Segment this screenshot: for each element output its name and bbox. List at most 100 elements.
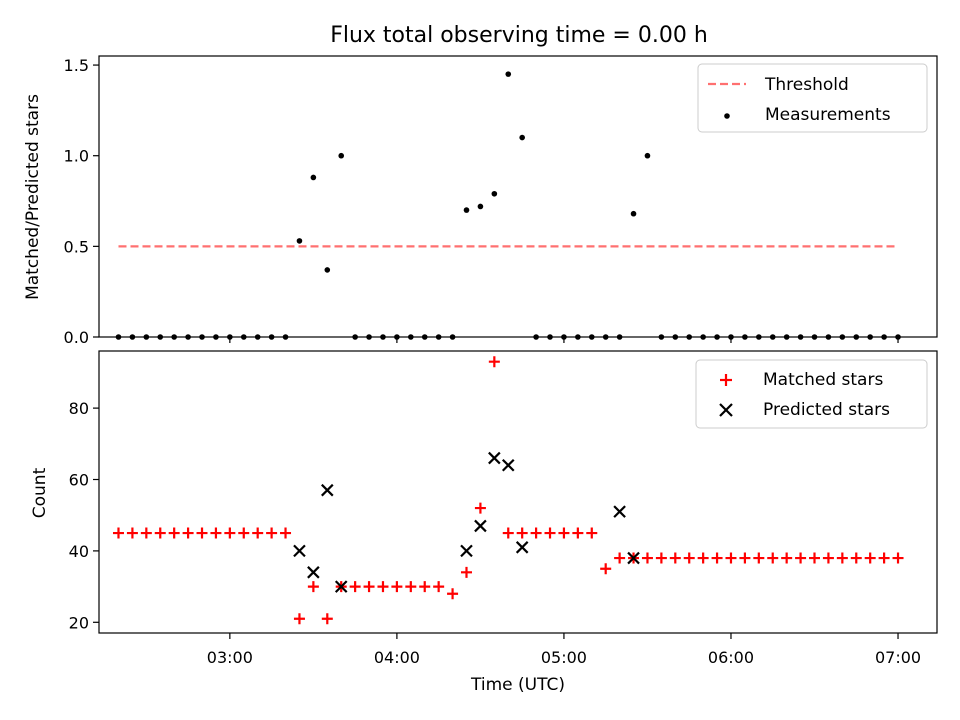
- matched-star-marker: [753, 552, 765, 564]
- measurement-point: [505, 71, 512, 77]
- matched-star-marker: [502, 527, 514, 539]
- matched-star-marker: [864, 552, 876, 564]
- measurement-point: [477, 203, 484, 210]
- measurement-point: [157, 334, 164, 340]
- bottom-y-tick-label: 60: [69, 471, 89, 490]
- measurement-point: [616, 334, 623, 340]
- matched-star-marker: [878, 552, 890, 564]
- matched-star-marker: [280, 527, 292, 539]
- legend-predicted-label: Predicted stars: [763, 400, 890, 420]
- matched-star-marker: [182, 527, 194, 539]
- measurement-point: [338, 152, 345, 159]
- top-y-ticks: 0.0 0.5 1.0 1.5: [64, 56, 99, 347]
- legend-matched-label: Matched stars: [763, 370, 883, 390]
- measurement-point: [268, 334, 275, 340]
- matched-star-marker: [252, 527, 264, 539]
- matched-star-marker: [210, 527, 222, 539]
- bottom-legend: Matched stars Predicted stars: [695, 359, 928, 429]
- matched-star-marker: [126, 527, 138, 539]
- matched-star-marker: [363, 581, 375, 593]
- x-tick-label: 03:00: [207, 648, 253, 667]
- predicted-star-marker: [321, 483, 334, 497]
- measurement-point: [714, 334, 720, 340]
- measurement-point: [115, 334, 122, 340]
- matched-star-marker: [460, 566, 472, 578]
- matched-star-marker: [850, 552, 862, 564]
- matched-star-marker: [586, 527, 598, 539]
- bottom-y-axis-label: Count: [30, 467, 50, 518]
- matched-star-marker: [836, 552, 848, 564]
- measurement-point: [686, 334, 693, 340]
- measurement-point: [227, 334, 233, 340]
- top-series: [115, 71, 901, 340]
- bottom-plot-frame: [98, 350, 938, 634]
- measurement-point: [296, 238, 303, 244]
- measurement-point: [602, 334, 609, 340]
- matched-star-marker: [433, 581, 445, 593]
- measurement-point: [324, 267, 331, 273]
- x-tick-label: 04:00: [374, 648, 420, 667]
- measurement-point: [435, 334, 442, 340]
- matched-star-marker: [168, 527, 180, 539]
- bottom-y-tick-label: 80: [69, 399, 89, 418]
- measurement-point: [742, 334, 748, 340]
- measurement-point: [769, 334, 776, 340]
- matched-star-marker: [544, 527, 556, 539]
- matched-star-marker: [405, 581, 417, 593]
- matched-star-marker: [112, 527, 124, 539]
- predicted-star-marker: [627, 551, 640, 565]
- measurement-point: [700, 334, 706, 340]
- matched-star-marker: [600, 563, 612, 575]
- matched-star-marker: [683, 552, 695, 564]
- measurement-point: [797, 334, 804, 340]
- matched-star-marker: [697, 552, 709, 564]
- matched-star-marker: [349, 581, 361, 593]
- measurement-point: [199, 334, 205, 340]
- bottom-series: [112, 356, 904, 625]
- measurement-point: [644, 152, 651, 159]
- matched-star-marker: [307, 581, 319, 593]
- matched-star-marker: [224, 527, 236, 539]
- matched-star-marker: [767, 552, 779, 564]
- bottom-panel: 20 40 60 80 03:00 04:00 05:00 06:00 07:00 Count…: [30, 350, 938, 667]
- bottom-y-ticks: 20 40 60 80: [69, 399, 99, 632]
- matched-star-marker: [558, 527, 570, 539]
- matched-star-marker: [641, 552, 653, 564]
- bottom-legend-box: [695, 359, 928, 429]
- matched-star-marker: [266, 527, 278, 539]
- matched-star-marker: [419, 581, 431, 593]
- measurement-point: [310, 174, 317, 181]
- measurement-point: [449, 334, 456, 340]
- legend-predicted-swatch: [719, 403, 733, 417]
- bottom-y-tick-label: 40: [69, 542, 89, 561]
- measurement-point: [811, 334, 818, 340]
- matched-star-marker: [196, 527, 208, 539]
- top-y-tick-label: 1.0: [64, 147, 89, 166]
- measurement-point: [630, 210, 637, 217]
- top-y-tick-label: 0.5: [64, 237, 89, 256]
- measurement-point: [171, 334, 177, 340]
- measurement-point: [881, 334, 887, 340]
- measurement-point: [853, 334, 860, 340]
- predicted-star-marker: [307, 566, 320, 579]
- bottom-x-ticks: 03:00 04:00 05:00 06:00 07:00: [207, 633, 921, 667]
- x-axis-label: Time (UTC): [470, 675, 565, 695]
- matched-star-marker: [140, 527, 152, 539]
- matched-star-marker: [391, 581, 403, 593]
- predicted-star-marker: [334, 580, 348, 593]
- measurement-point: [421, 334, 428, 340]
- matched-star-marker: [892, 552, 904, 564]
- measurement-point: [282, 334, 289, 340]
- predicted-star-marker: [515, 541, 529, 554]
- measurement-point: [213, 334, 219, 340]
- measurement-point: [240, 334, 247, 340]
- measurement-point: [561, 334, 567, 340]
- matched-star-marker: [669, 552, 681, 564]
- measurement-point: [867, 334, 873, 340]
- x-tick-label: 06:00: [708, 648, 754, 667]
- matched-star-marker: [781, 552, 793, 564]
- matched-star-marker: [377, 581, 389, 593]
- top-legend: Threshold Measurements: [697, 63, 928, 133]
- measurement-point: [547, 334, 553, 340]
